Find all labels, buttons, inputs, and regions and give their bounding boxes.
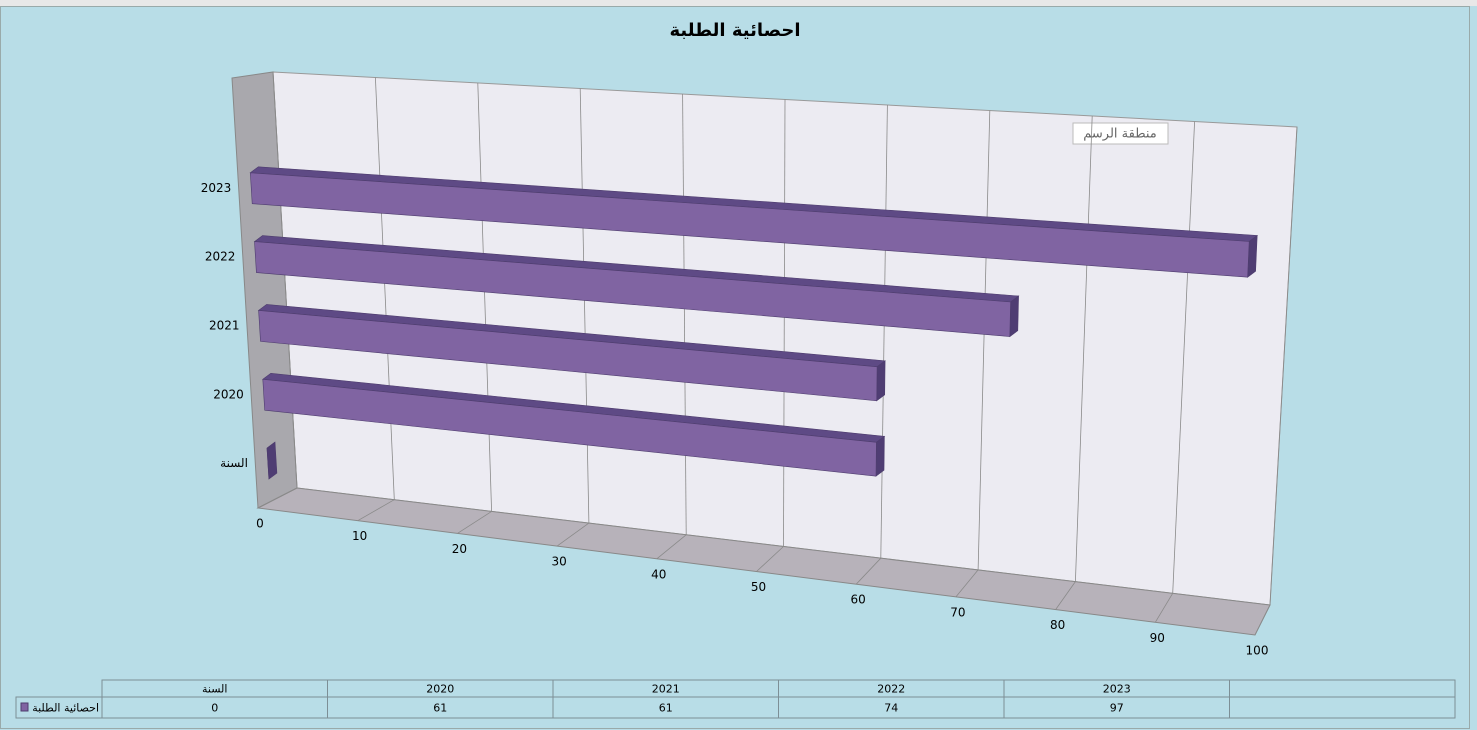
grid-line [272, 71, 298, 489]
grid-line [977, 110, 991, 570]
y-tick-label: 2022 [205, 250, 236, 264]
x-tick-label: 20 [452, 542, 467, 556]
table-header-cell: 2023 [1103, 683, 1131, 696]
annotation-text: منطقة الرسم [1083, 127, 1157, 142]
y-tick-label: 2021 [209, 318, 240, 332]
floor-grid-line [257, 487, 298, 509]
x-tick-label: 0 [256, 517, 264, 531]
floor-grid-line [556, 522, 590, 547]
table-header-cell: 2021 [652, 683, 680, 696]
bar-front [258, 310, 878, 402]
bar [249, 166, 1259, 278]
grid-line [783, 99, 786, 547]
floor-grid-line [357, 499, 395, 522]
y-tick-label: السنة [220, 456, 248, 470]
x-tick-label: 10 [352, 529, 367, 543]
floor-grid-line [955, 569, 979, 598]
annotation: منطقة الرسم [1072, 122, 1169, 145]
x-tick-label: 80 [1050, 618, 1065, 632]
legend-label: احصائية الطلبة [32, 702, 99, 715]
bar-end [875, 435, 885, 477]
table-value-cell: 97 [1110, 702, 1124, 715]
table-value-cell: 0 [211, 702, 218, 715]
bar [253, 235, 1020, 338]
table-data-row [15, 696, 1456, 719]
x-tick-label: 60 [851, 593, 866, 607]
bar [262, 372, 886, 477]
bar [257, 304, 886, 402]
x-tick-label: 40 [651, 567, 666, 581]
x-tick-label: 50 [751, 580, 766, 594]
floor-grid-line [656, 534, 687, 560]
x-tick-label: 100 [1246, 644, 1269, 658]
chart-border [0, 6, 1470, 729]
y-tick-label: 2023 [201, 181, 232, 195]
grid-line [375, 77, 395, 500]
floor-grid-line [1154, 593, 1174, 623]
grid-line [682, 93, 687, 535]
y-tick-label: 2020 [213, 387, 244, 401]
floor-grid-line [457, 511, 492, 534]
floor-grid-line [756, 546, 784, 572]
grid-line [1269, 126, 1298, 606]
table-value-cell: 61 [433, 702, 447, 715]
table-value-cell: 61 [659, 702, 673, 715]
table-header-cell: 2022 [877, 683, 905, 696]
legend-key [20, 702, 29, 712]
grid-line [477, 82, 492, 512]
sheet-strip [0, 0, 1477, 6]
bar-end [876, 360, 886, 402]
floor-grid-line [1055, 581, 1076, 610]
x-tick-label: 90 [1150, 631, 1165, 645]
grid-line [1172, 121, 1195, 594]
bar-front [262, 378, 877, 477]
bar-front [254, 241, 1011, 337]
bar [266, 441, 278, 480]
bar-front [266, 448, 270, 480]
grid-line [579, 88, 590, 524]
table-header-cell: السنة [202, 683, 227, 696]
x-tick-label: 70 [950, 605, 965, 619]
floor-grid-line [1254, 604, 1271, 636]
annotation-box [1072, 122, 1169, 145]
chart-title: احصائية الطلبة [669, 20, 800, 41]
floor-grid-line [855, 557, 882, 585]
bar-end [1009, 295, 1019, 338]
grid-line [880, 104, 888, 559]
x-tick-label: 30 [551, 555, 566, 569]
table-header-cell: 2020 [426, 683, 454, 696]
bar-front [249, 172, 1250, 278]
table-value-cell: 74 [884, 702, 898, 715]
grid-line [1075, 115, 1093, 582]
